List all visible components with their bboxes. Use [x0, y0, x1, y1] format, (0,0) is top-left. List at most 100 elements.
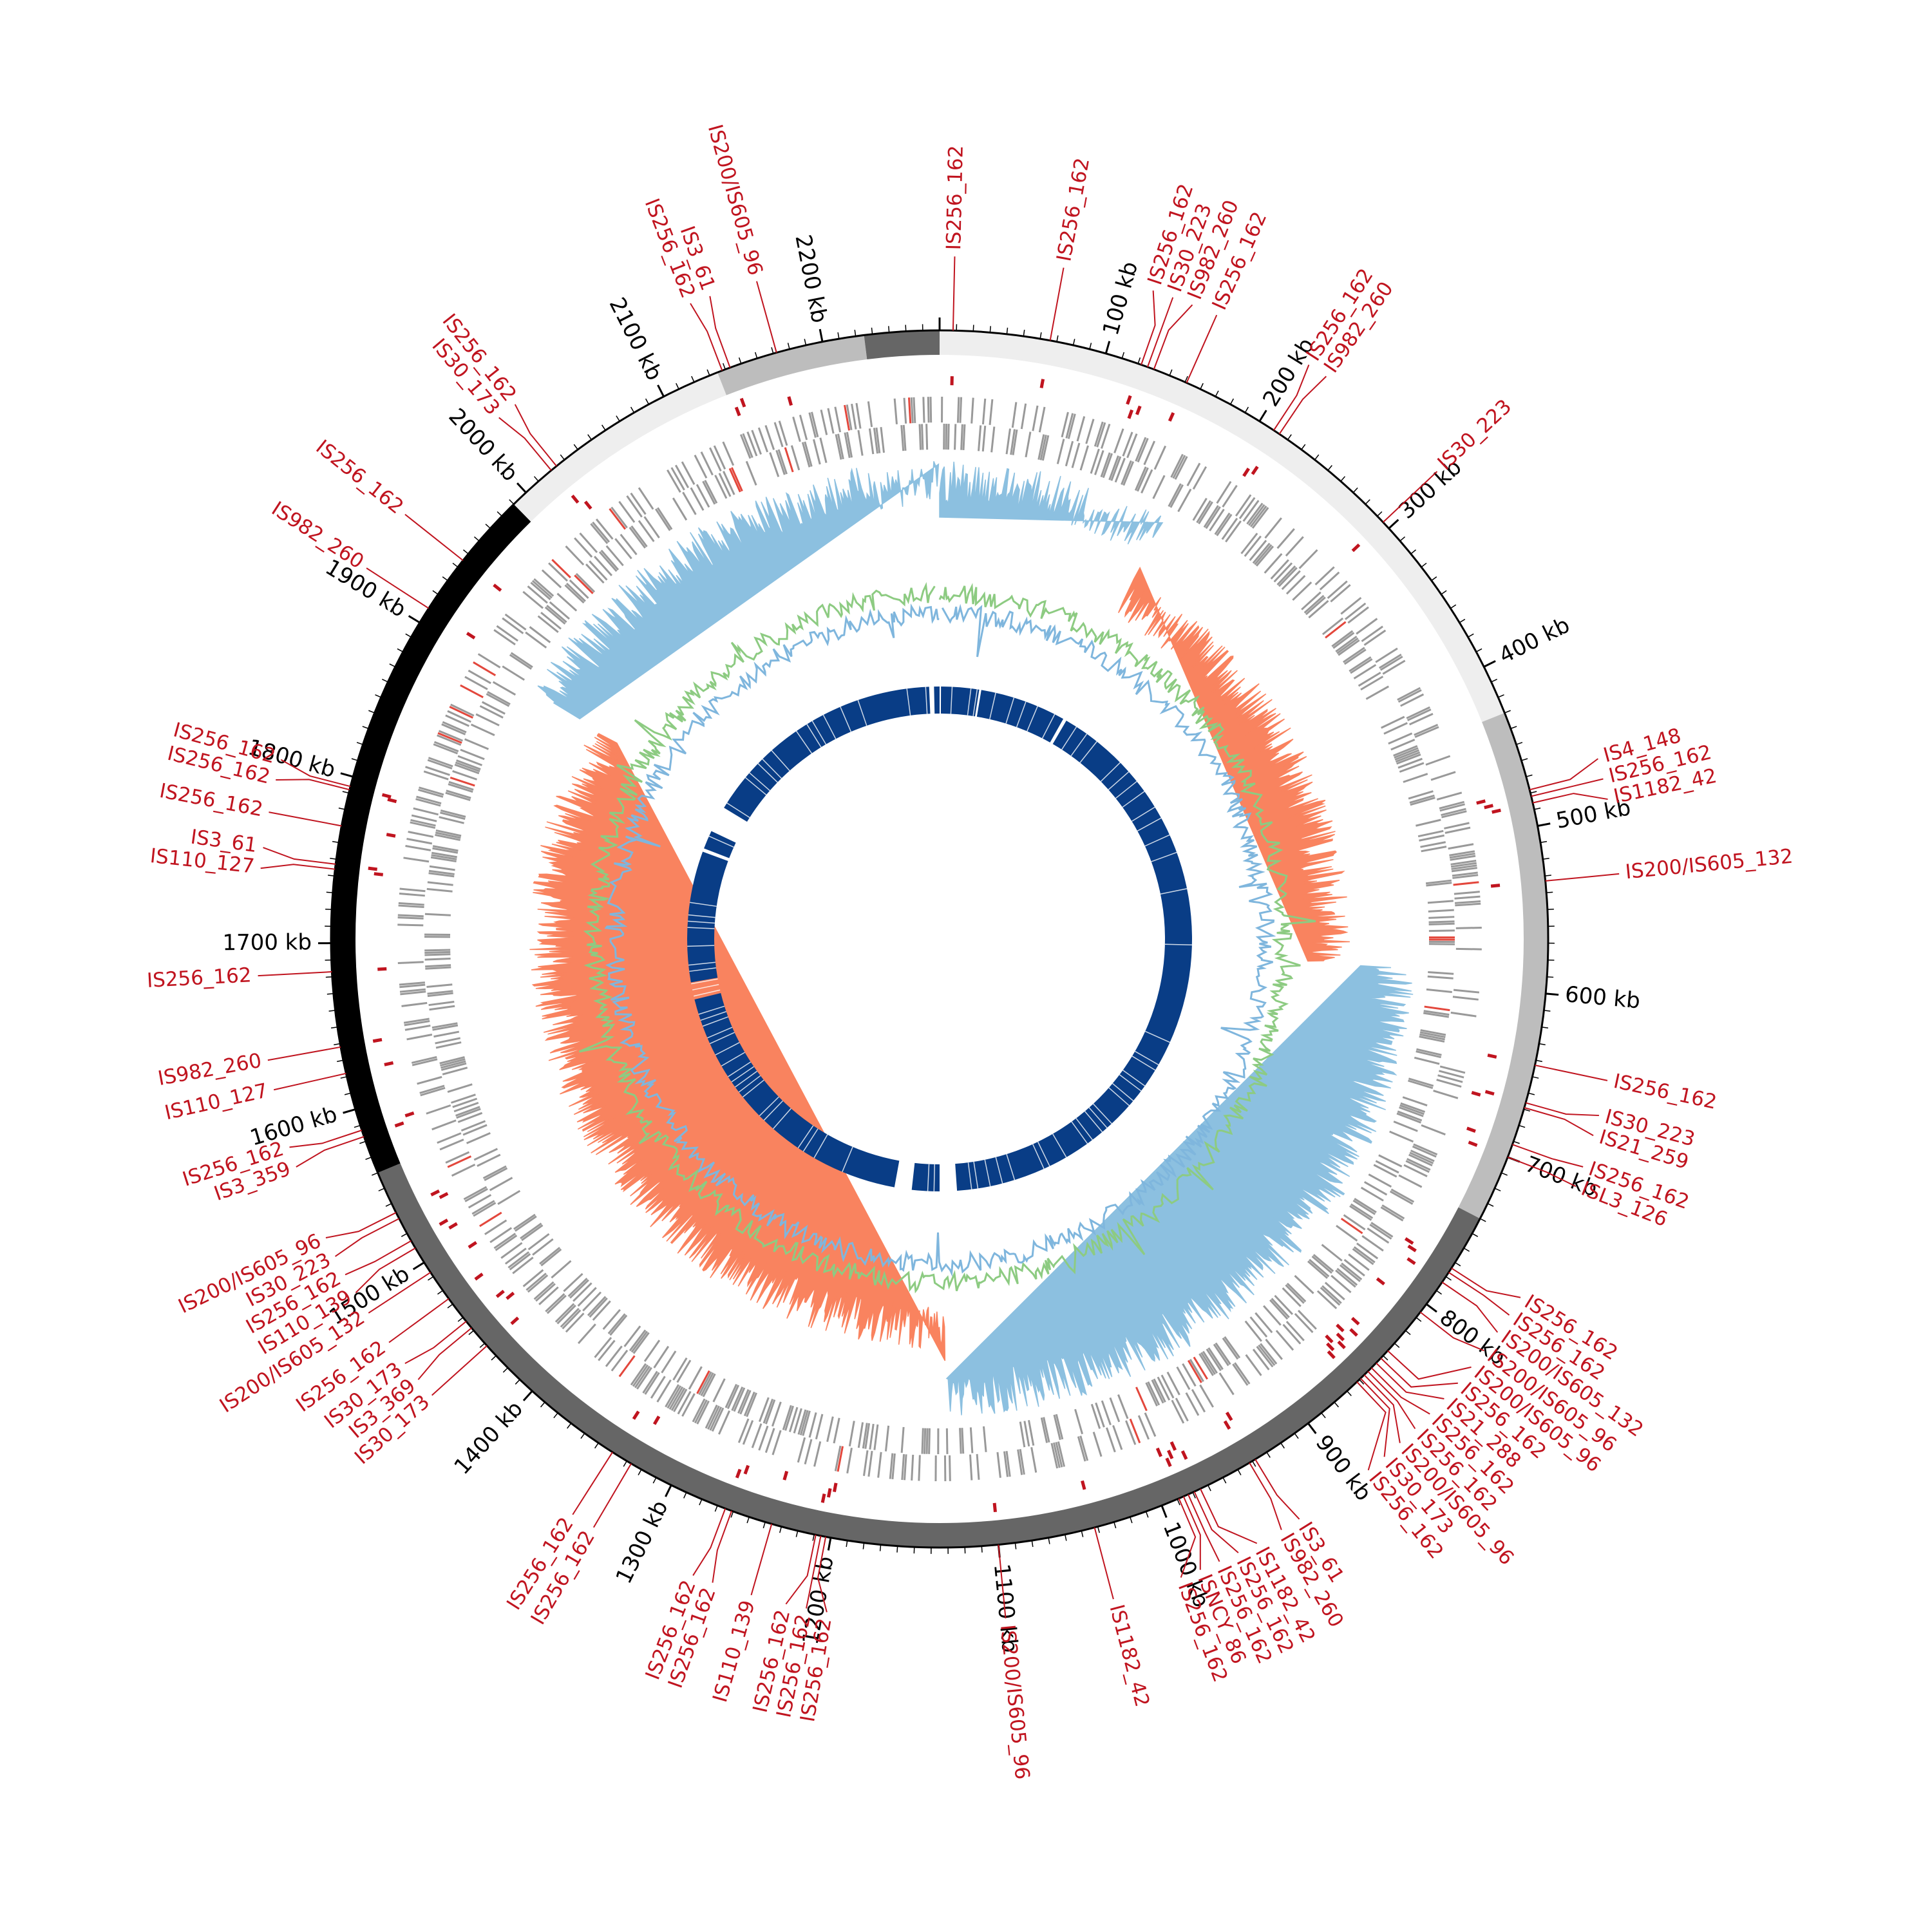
gene-feature [902, 424, 907, 451]
gene-feature [432, 1024, 459, 1031]
gene-feature [793, 1408, 802, 1434]
gene-feature [733, 1387, 746, 1412]
gene-feature [1437, 1074, 1463, 1083]
homology-gap-line [1119, 1074, 1142, 1092]
gene-feature [1412, 1145, 1437, 1158]
gene-feature [1166, 1371, 1180, 1396]
homology-gap-line [1052, 720, 1066, 744]
gene-feature [1339, 1264, 1361, 1282]
gene-feature [718, 473, 732, 497]
is-element-mark [992, 1502, 997, 1513]
gene-feature [1286, 1282, 1307, 1303]
gene-feature [1152, 475, 1166, 499]
gene-feature [1005, 1451, 1011, 1477]
homology-gap-line [1108, 771, 1130, 790]
is-element-mark [1251, 466, 1259, 475]
gene-feature [1294, 1274, 1314, 1294]
scale-minor-tick [437, 1290, 444, 1295]
scale-minor-tick [1377, 511, 1383, 516]
gene-feature [692, 1398, 706, 1423]
homology-block [934, 687, 940, 714]
gene-feature [1252, 542, 1271, 564]
gc-content-line-low [604, 603, 1276, 1277]
scale-major-tick [819, 328, 824, 342]
gene-feature [1076, 416, 1086, 442]
gene-feature [1327, 580, 1348, 600]
scale-minor-tick [405, 633, 412, 638]
is-element-leader-line [280, 759, 351, 788]
gene-feature [623, 1325, 641, 1347]
gene-feature [428, 757, 453, 768]
scale-minor-tick [1431, 576, 1437, 582]
gene-feature [433, 743, 459, 755]
gene-feature [1395, 751, 1421, 763]
gene-feature [772, 1430, 782, 1455]
homology-gap-line [1006, 1153, 1016, 1180]
is-element-mark [1039, 379, 1045, 388]
gene-feature [1452, 874, 1479, 879]
is-element-leader-line [1356, 1381, 1387, 1471]
scale-minor-tick [351, 758, 358, 761]
gene-feature [411, 814, 437, 822]
scale-minor-tick [714, 1505, 718, 1512]
gene-feature [425, 964, 451, 968]
is-element-label: IS256_162 [158, 779, 265, 822]
is-element-label: IS256_162 [146, 963, 252, 992]
gene-feature [529, 626, 551, 643]
gene-feature [1303, 594, 1325, 614]
gene-feature [1281, 570, 1301, 591]
gene-feature [797, 1409, 807, 1435]
homology-gap-line [973, 1161, 979, 1189]
scale-minor-tick [1097, 1526, 1100, 1533]
scale-minor-tick [1215, 390, 1219, 397]
gene-feature [473, 1202, 497, 1217]
gene-feature [676, 1359, 692, 1383]
gene-feature [401, 1001, 428, 1007]
scale-minor-tick [1294, 1433, 1299, 1439]
gene-feature [515, 1215, 537, 1232]
scale-minor-tick [1113, 1522, 1117, 1529]
gene-feature [404, 1020, 430, 1027]
scale-minor-tick [1530, 791, 1537, 794]
gene-feature [804, 1439, 813, 1465]
gene-feature [435, 831, 461, 839]
scale-minor-tick [479, 1343, 486, 1348]
scale-tick-label: 600 kb [1564, 981, 1641, 1014]
gene-feature [804, 441, 813, 467]
homology-gap-line [925, 687, 928, 714]
gene-feature [1373, 1164, 1397, 1178]
scale-major-tick [1388, 518, 1399, 529]
homology-gap-line [906, 688, 911, 716]
is-element-leader-line [1451, 1267, 1521, 1298]
scale-minor-tick [1491, 679, 1497, 683]
homology-gap-line [1016, 701, 1027, 728]
scale-minor-tick [372, 1172, 378, 1176]
gene-feature [707, 1405, 720, 1430]
gene-feature [1343, 649, 1367, 665]
gene-feature [1269, 1299, 1289, 1320]
gene-feature [427, 990, 453, 995]
gene-feature [1043, 1417, 1050, 1443]
gc-content-line-high [578, 582, 1316, 1294]
gene-feature [1309, 1258, 1330, 1278]
gene-feature [737, 1418, 750, 1443]
is-element-mark [387, 797, 397, 804]
is-element-mark [571, 495, 580, 504]
gene-feature [670, 1387, 686, 1411]
homology-gap-line [1151, 851, 1177, 862]
gene-feature [799, 1410, 809, 1435]
is-element-leader-line [1146, 297, 1174, 368]
is-element-leader-line [1193, 1491, 1239, 1553]
gene-feature [1041, 435, 1050, 461]
gene-feature [473, 661, 497, 676]
homology-gap-line [715, 1042, 740, 1056]
gene-feature [452, 770, 477, 781]
gene-feature [429, 865, 455, 871]
gene-feature [1390, 739, 1416, 751]
scale-minor-tick [1137, 357, 1141, 364]
gene-feature [918, 424, 922, 450]
gene-feature [565, 582, 586, 602]
gene-feature [419, 1084, 445, 1094]
gene-feature [399, 887, 426, 893]
gene-feature [1232, 1363, 1249, 1386]
